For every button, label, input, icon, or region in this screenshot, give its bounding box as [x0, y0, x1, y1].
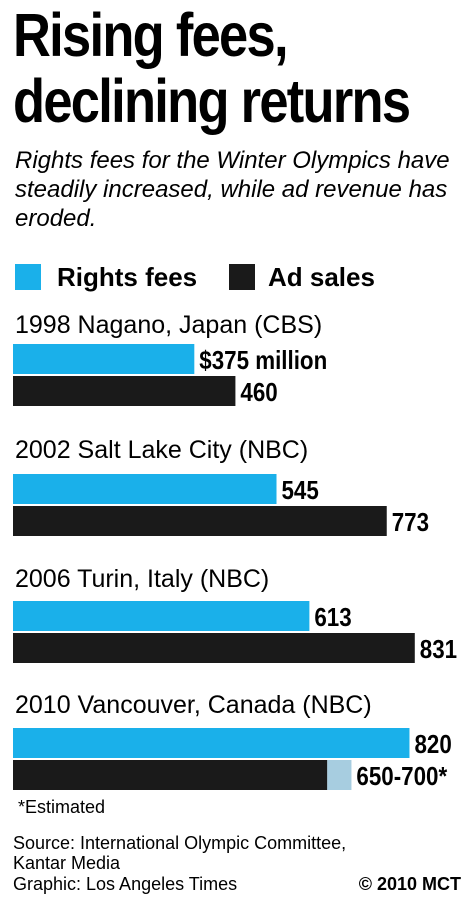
rights-fee-bar: [13, 728, 410, 758]
rights-fee-value-label: 820: [414, 730, 451, 759]
title-line-1: Rising fees,: [13, 1, 289, 69]
group-label-2002: 2002 Salt Lake City (NBC): [15, 436, 309, 464]
ad-sales-bar: [13, 376, 236, 406]
ad-sales-value-label: 460: [240, 378, 277, 407]
source-line-1: Source: International Olympic Committee,: [13, 833, 347, 853]
chart-subtitle: Rights fees for the Winter Olympics have…: [15, 147, 450, 232]
ad-sales-estimate-range: [327, 760, 352, 790]
rights-fee-value-label: 613: [314, 603, 351, 632]
legend-label-rights-fees: Rights fees: [57, 262, 198, 292]
graphic-credit: Graphic: Los Angeles Times: [13, 874, 238, 894]
source-line-2: Kantar Media: [13, 853, 121, 873]
title-line-2: declining returns: [13, 67, 411, 135]
legend: Rights fees Ad sales: [15, 262, 465, 292]
ad-sales-bar: [13, 633, 415, 663]
ad-sales-value-label: 650-700*: [356, 762, 447, 791]
rights-fee-bar: [13, 474, 277, 504]
legend-label-ad-sales: Ad sales: [268, 262, 375, 292]
ad-sales-bar: [13, 506, 387, 536]
legend-swatch-rights-fees: [15, 264, 41, 290]
rights-fee-bar: [13, 344, 195, 374]
ad-sales-value-label: 773: [392, 508, 429, 537]
ad-sales-bar: [13, 760, 328, 790]
rights-fee-bar: [13, 601, 310, 631]
rights-fee-value-label: $375 million: [199, 346, 327, 375]
footnote-estimated: *Estimated: [18, 797, 106, 817]
legend-swatch-ad-sales: [229, 264, 255, 290]
ad-sales-value-label: 831: [420, 635, 457, 664]
rights-fee-value-label: 545: [282, 476, 319, 505]
group-label-2010: 2010 Vancouver, Canada (NBC): [15, 691, 372, 719]
copyright: © 2010 MCT: [358, 874, 461, 894]
chart-title: Rising fees, declining returns: [13, 1, 411, 135]
group-label-1998: 1998 Nagano, Japan (CBS): [15, 311, 323, 339]
group-label-2006: 2006 Turin, Italy (NBC): [15, 565, 270, 593]
